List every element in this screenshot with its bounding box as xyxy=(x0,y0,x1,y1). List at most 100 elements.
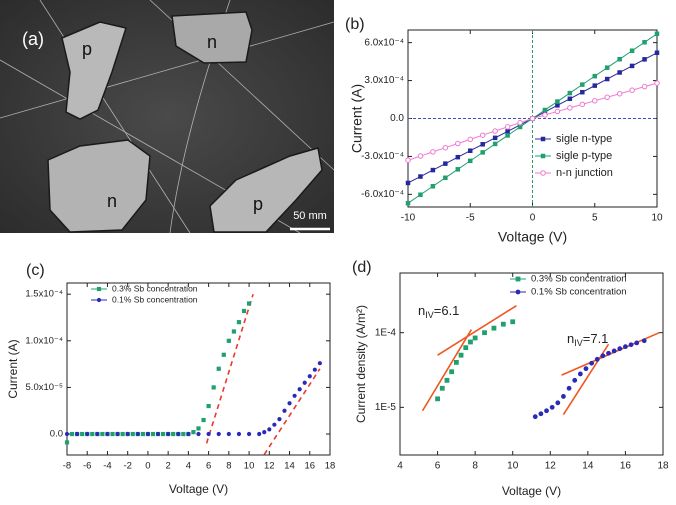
data-point xyxy=(517,119,523,126)
x-tick-label: 6 xyxy=(435,461,441,472)
data-point xyxy=(449,369,455,375)
data-point xyxy=(287,401,292,406)
annotation: nIV=7.1 xyxy=(567,331,608,348)
data-point xyxy=(145,431,151,437)
data-point xyxy=(567,105,573,111)
data-point xyxy=(555,103,560,108)
data-point xyxy=(463,345,469,351)
data-point xyxy=(236,431,242,437)
data-point xyxy=(654,31,660,37)
data-point xyxy=(542,107,548,113)
data-point xyxy=(216,366,221,371)
x-tick-label: 18 xyxy=(325,461,336,472)
data-point xyxy=(430,167,436,173)
data-point xyxy=(435,396,440,402)
x-tick-label: -5 xyxy=(466,213,475,224)
x-tick-label: 12 xyxy=(264,461,275,472)
panel-label: (b) xyxy=(345,16,365,33)
data-point xyxy=(246,431,252,437)
data-point xyxy=(492,128,498,134)
y-tick-label: 1E-4 xyxy=(375,327,397,338)
data-point xyxy=(579,101,586,108)
data-point xyxy=(186,431,191,437)
data-point xyxy=(405,157,411,163)
data-point xyxy=(604,65,610,70)
data-point xyxy=(206,431,211,437)
data-point xyxy=(155,431,161,437)
data-point xyxy=(504,124,511,130)
annotation-part: =6.1 xyxy=(434,303,460,318)
annotation-part: n xyxy=(418,303,425,318)
data-point xyxy=(231,329,237,334)
panel-label: (a) xyxy=(22,29,44,49)
x-tick-label: -6 xyxy=(83,461,91,472)
data-point xyxy=(634,340,640,346)
data-point xyxy=(594,356,600,362)
panel-label: (c) xyxy=(26,262,45,279)
legend-marker xyxy=(540,153,546,159)
sample-label: n xyxy=(107,191,117,211)
y-tick-label: -3.0x10⁻⁴ xyxy=(361,151,404,162)
data-point xyxy=(176,431,181,437)
data-point xyxy=(472,335,478,341)
y-tick-label: 0.0 xyxy=(390,113,404,124)
data-point xyxy=(130,431,135,437)
data-point xyxy=(166,431,171,437)
data-point xyxy=(171,431,176,437)
legend-marker xyxy=(96,286,102,292)
data-point xyxy=(544,408,549,414)
data-point xyxy=(592,83,597,88)
data-point xyxy=(75,431,80,437)
x-tick-label: 10 xyxy=(244,461,255,472)
data-point xyxy=(307,374,312,379)
data-point xyxy=(592,98,598,104)
data-point xyxy=(629,48,635,53)
data-point xyxy=(140,431,145,437)
data-point xyxy=(120,431,125,437)
legend-label: sigle p-type xyxy=(556,150,612,162)
data-point xyxy=(567,96,573,102)
data-point xyxy=(85,431,90,437)
data-point xyxy=(468,339,473,345)
data-point xyxy=(430,184,436,189)
data-point xyxy=(467,136,473,143)
x-tick-label: 12 xyxy=(545,461,557,472)
data-point xyxy=(297,387,302,392)
sample-label: n xyxy=(207,32,217,52)
data-point xyxy=(555,99,560,104)
data-point xyxy=(642,40,647,45)
x-tick-label: 4 xyxy=(186,461,191,472)
data-point xyxy=(617,346,623,352)
y-tick-label: 6.0x10⁻⁴ xyxy=(364,37,404,48)
y-tick-label: 0.0 xyxy=(50,429,63,440)
legend-label: n-n junction xyxy=(556,167,613,179)
legend-marker xyxy=(515,289,521,295)
x-tick-label: 10 xyxy=(651,213,663,224)
legend-marker xyxy=(540,136,546,142)
data-point xyxy=(480,142,485,147)
plot-frame xyxy=(66,282,331,456)
x-tick-label: 5 xyxy=(592,213,598,224)
data-point xyxy=(262,430,267,435)
data-point xyxy=(492,135,498,141)
y-axis-label: Current density (A/m²) xyxy=(354,305,368,423)
data-point xyxy=(629,87,635,93)
data-point xyxy=(542,112,548,118)
data-point xyxy=(282,408,287,413)
data-point xyxy=(510,319,516,325)
data-point xyxy=(554,108,561,115)
data-point xyxy=(654,50,660,56)
x-tick-label: 16 xyxy=(304,461,315,472)
y-tick-label: 1.5x10⁻⁴ xyxy=(25,289,63,300)
data-point xyxy=(246,301,252,306)
legend-label: 0.3% Sb concentration xyxy=(112,283,198,293)
data-point xyxy=(317,361,322,366)
data-point xyxy=(580,89,585,95)
data-point xyxy=(505,133,510,138)
x-axis-label: Voltage (V) xyxy=(502,484,561,498)
data-point xyxy=(302,380,307,385)
data-point xyxy=(292,393,297,398)
data-point xyxy=(529,115,536,122)
scale-bar-label: 50 mm xyxy=(293,210,327,222)
data-point xyxy=(455,140,461,147)
